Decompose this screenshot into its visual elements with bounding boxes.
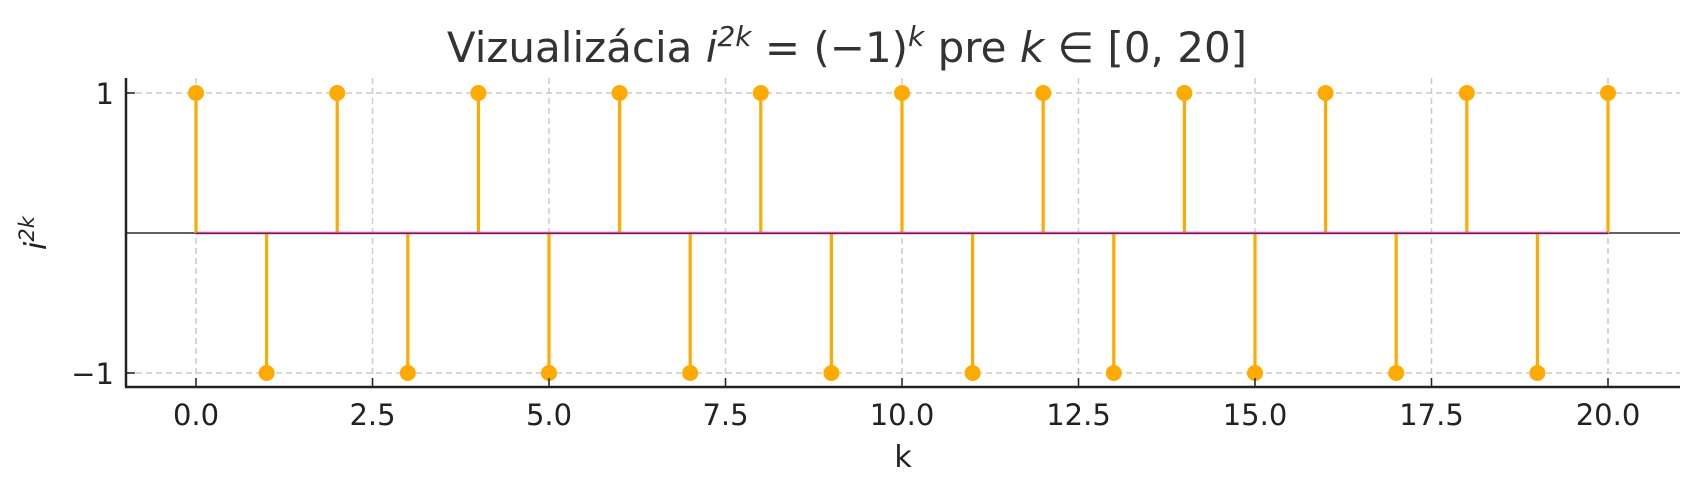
x-tick-label: 2.5 bbox=[349, 398, 395, 432]
data-point-marker bbox=[1105, 365, 1122, 381]
chart-title: Vizualizácia i2k = (−1)k pre k ∈ [0, 20] bbox=[447, 20, 1247, 72]
baseline bbox=[196, 231, 1608, 235]
data-point-marker bbox=[329, 85, 346, 101]
data-point-marker bbox=[188, 85, 204, 101]
data-point-marker bbox=[611, 85, 628, 101]
data-point-marker bbox=[752, 85, 769, 101]
x-tick-label: 20.0 bbox=[1576, 398, 1641, 432]
data-point-marker bbox=[823, 365, 840, 381]
data-point-marker bbox=[894, 85, 910, 101]
y-tick-label: −1 bbox=[71, 357, 114, 391]
x-tick-label: 12.5 bbox=[1046, 398, 1111, 432]
y-tick-label: 1 bbox=[96, 77, 114, 111]
markers bbox=[188, 85, 1616, 381]
x-tick-label: 15.0 bbox=[1223, 398, 1288, 432]
x-tick-label: 17.5 bbox=[1399, 398, 1464, 432]
data-point-marker bbox=[470, 85, 487, 101]
data-point-marker bbox=[1388, 365, 1405, 381]
x-tick-label: 5.0 bbox=[526, 398, 572, 432]
y-axis-label: i2k bbox=[15, 215, 54, 250]
data-point-marker bbox=[1600, 85, 1616, 101]
y-tick-labels: 1 −1 bbox=[71, 77, 114, 391]
data-point-marker bbox=[1247, 365, 1263, 381]
x-axis-label: k bbox=[894, 440, 912, 475]
data-point-marker bbox=[399, 365, 416, 381]
data-point-marker bbox=[1458, 85, 1475, 101]
x-tick-label: 7.5 bbox=[702, 398, 748, 432]
x-tick-label: 0.0 bbox=[173, 398, 219, 432]
x-tick-label: 10.0 bbox=[870, 398, 935, 432]
data-point-marker bbox=[541, 365, 557, 381]
data-point-marker bbox=[682, 365, 699, 381]
data-point-marker bbox=[258, 365, 275, 381]
axes bbox=[124, 78, 1680, 389]
data-point-marker bbox=[964, 365, 981, 381]
x-tick-labels: 0.0 2.5 5.0 7.5 10.0 12.5 15.0 17.5 20.0 bbox=[173, 398, 1640, 432]
data-point-marker bbox=[1529, 365, 1546, 381]
stems bbox=[194, 93, 1610, 373]
data-point-marker bbox=[1317, 85, 1334, 101]
data-point-marker bbox=[1176, 85, 1193, 101]
data-point-marker bbox=[1035, 85, 1052, 101]
